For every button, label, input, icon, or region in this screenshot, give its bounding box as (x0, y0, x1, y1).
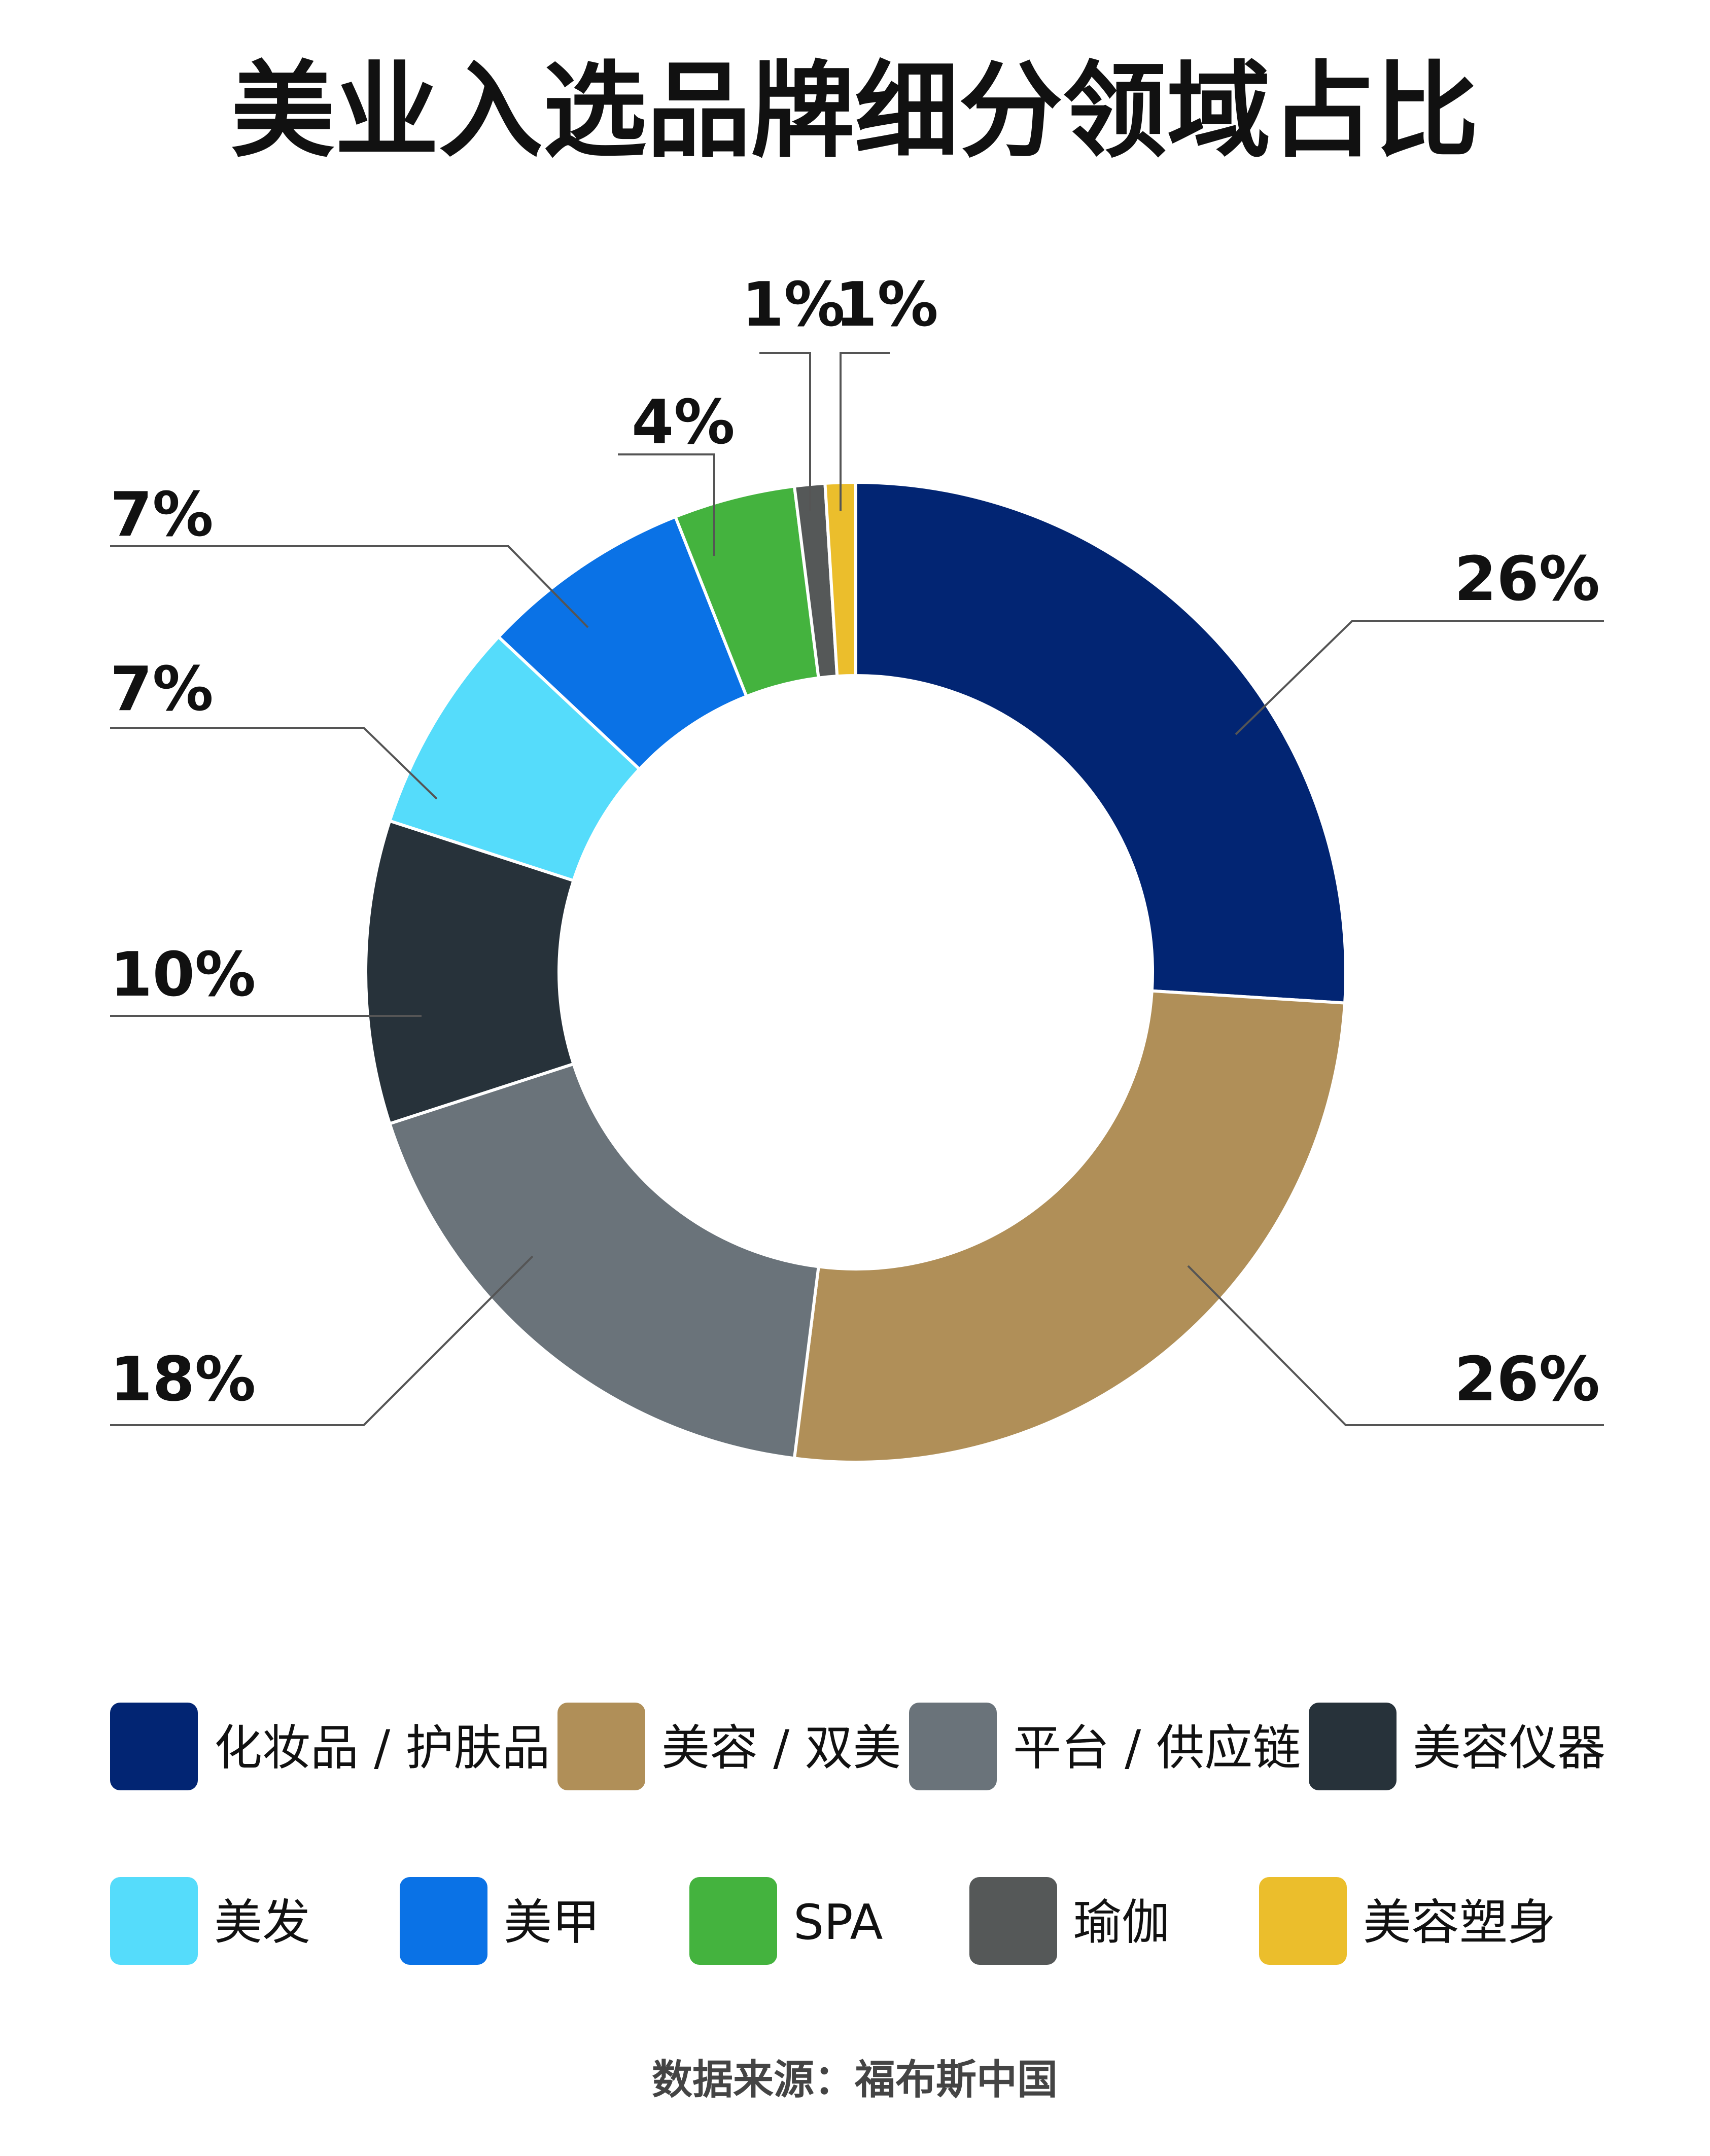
legend-swatch (689, 1877, 777, 1965)
donut-slice (792, 989, 1347, 1464)
legend-label: 化妆品 / 护肤品 (214, 1720, 550, 1776)
donut-slice (854, 480, 1347, 1005)
legend-label: 平台 / 供应链 (1013, 1720, 1301, 1776)
value-label: 26% (1454, 1345, 1600, 1415)
legend-label: 美容仪器 (1413, 1720, 1606, 1776)
leader-line (840, 352, 890, 511)
value-label: 7% (110, 480, 214, 550)
source-note: 数据来源：福布斯中国 (652, 2056, 1058, 2103)
donut-slice (364, 819, 576, 1126)
legend-swatch (110, 1703, 198, 1790)
value-label: 18% (110, 1345, 256, 1415)
value-label: 1% (835, 270, 938, 340)
leader-line (618, 453, 715, 556)
legend-swatch (110, 1877, 198, 1965)
legend-item: 美甲 (400, 1877, 600, 1965)
legend-item: 美容 / 双美 (557, 1703, 901, 1790)
legend-label: 瑜伽 (1073, 1895, 1170, 1951)
leader-line (1235, 620, 1604, 735)
legend-item: 美发 (110, 1877, 310, 1965)
legend-item: 平台 / 供应链 (909, 1703, 1301, 1790)
donut-slice (388, 1062, 821, 1460)
legend-item: 美容仪器 (1309, 1703, 1606, 1790)
donut-slice (823, 480, 857, 678)
value-label: 4% (632, 387, 735, 458)
value-label: 10% (110, 940, 256, 1010)
value-label: 7% (110, 654, 214, 725)
leader-line (1187, 1265, 1604, 1426)
leader-line (759, 352, 811, 511)
value-label: 1% (742, 270, 845, 340)
legend-label: 美甲 (504, 1895, 600, 1951)
leader-line (110, 727, 438, 800)
legend-swatch (1259, 1877, 1347, 1965)
legend-swatch (969, 1877, 1057, 1965)
legend-label: SPA (793, 1895, 883, 1951)
legend-item: 美容塑身 (1259, 1877, 1556, 1965)
legend-label: 美发 (214, 1895, 310, 1951)
value-labels: 26%26%18%10%7%7%4%1%1% (110, 270, 1600, 1415)
legend-item: 瑜伽 (969, 1877, 1170, 1965)
legend-label: 美容 / 双美 (661, 1720, 901, 1776)
chart-title: 美业入选品牌细分领域占比 (231, 51, 1479, 172)
legend-swatch (909, 1703, 997, 1790)
legend-item: 化妆品 / 护肤品 (110, 1703, 550, 1790)
leader-lines (110, 352, 1604, 1426)
legend-swatch (557, 1703, 645, 1790)
leader-line (110, 545, 589, 628)
legend-swatch (400, 1877, 487, 1965)
leader-line (110, 1255, 534, 1426)
value-label: 26% (1454, 544, 1600, 615)
legend-swatch (1309, 1703, 1397, 1790)
legend-label: 美容塑身 (1363, 1895, 1556, 1951)
donut-slices (364, 480, 1347, 1464)
legend-item: SPA (689, 1877, 883, 1965)
